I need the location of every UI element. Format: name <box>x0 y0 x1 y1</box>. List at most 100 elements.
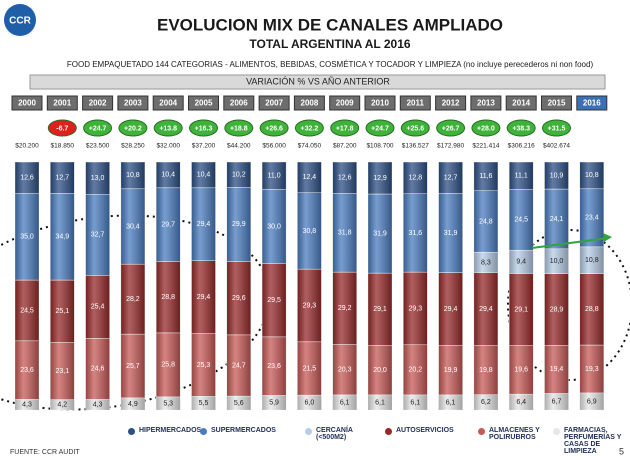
variation-badge <box>400 119 430 137</box>
variation-label: +28.0 <box>477 125 495 132</box>
year-button <box>223 95 255 111</box>
legend-item: FARMACIAS, PERFUMERÍAS Y CASAS DE LIMPIE… <box>553 427 628 455</box>
data-label: 12,7 <box>55 175 69 182</box>
data-label: 4,9 <box>128 401 138 408</box>
legend-item: CERCANÍA (<500M2) <box>305 427 380 441</box>
variation-label: +31.5 <box>548 125 566 132</box>
x-tick-label: 2005 <box>195 99 213 108</box>
x-tick-label: 2015 <box>548 99 566 108</box>
variation-label: +18.8 <box>230 125 248 132</box>
data-label: 20,0 <box>373 367 387 374</box>
data-label: 6,4 <box>516 399 526 406</box>
data-label: 31,9 <box>373 230 387 237</box>
legend-item: HIPERMERCADOS <box>128 427 201 435</box>
year-button <box>293 95 325 111</box>
year-button <box>470 95 502 111</box>
x-tick-label: 2003 <box>124 99 142 108</box>
data-label: 29,4 <box>479 306 493 313</box>
legend-swatch <box>553 428 560 435</box>
legend-item: SUPERMERCADOS <box>200 427 300 435</box>
sales-label: $402.674 <box>543 143 570 150</box>
sales-label: $221.414 <box>472 143 499 150</box>
year-button <box>576 95 608 111</box>
year-button <box>117 95 149 111</box>
sales-label: $56.000 <box>262 143 286 150</box>
x-tick-label: 2000 <box>18 99 36 108</box>
sales-label: $136.527 <box>402 143 429 150</box>
source: FUENTE: CCR AUDIT <box>10 449 80 456</box>
data-label: 20,2 <box>408 367 422 374</box>
data-label: 11,0 <box>268 172 281 179</box>
data-label: 31,8 <box>338 230 352 237</box>
legend-swatch <box>385 428 392 435</box>
x-tick-label: 2008 <box>301 99 319 108</box>
data-label: 10,4 <box>161 172 175 179</box>
data-label: 6,1 <box>446 399 456 406</box>
sales-label: $18.850 <box>51 143 75 150</box>
data-label: 29,9 <box>232 221 246 228</box>
data-label: 19,8 <box>479 367 493 374</box>
trend-arrow <box>531 237 609 249</box>
variation-label: +38.3 <box>512 125 530 132</box>
legend-label: ALMACENES Y POLIRUBROS <box>489 427 540 441</box>
data-label: 6,9 <box>587 398 597 405</box>
data-label: 25,3 <box>197 362 211 369</box>
sales-label: $37.200 <box>192 143 216 150</box>
data-label: 19,4 <box>550 366 564 373</box>
variation-badge <box>330 119 360 137</box>
variation-badge <box>294 119 324 137</box>
variation-label: -6.7 <box>56 125 68 132</box>
data-label: 20,3 <box>338 367 352 374</box>
variation-label: +13.8 <box>159 125 177 132</box>
data-label: 28,8 <box>161 294 175 301</box>
legend-label: FARMACIAS, PERFUMERÍAS Y CASAS DE LIMPIE… <box>564 427 622 455</box>
x-tick-label: 2009 <box>336 99 354 108</box>
data-label: 24,8 <box>479 218 493 225</box>
data-label: 10,2 <box>232 171 246 178</box>
sales-label: $172.980 <box>437 143 464 150</box>
data-label: 12,6 <box>20 174 34 181</box>
data-label: 19,9 <box>444 367 458 374</box>
variation-badge <box>189 119 218 137</box>
data-label: 30,8 <box>303 228 317 235</box>
year-button <box>435 95 467 111</box>
data-label: 19,6 <box>514 367 528 374</box>
data-label: 12,8 <box>408 175 422 182</box>
variation-badge <box>471 119 501 137</box>
data-label: 29,4 <box>197 221 211 228</box>
data-label: 25,8 <box>161 362 175 369</box>
data-label: 5,5 <box>199 400 209 407</box>
x-tick-label: 2007 <box>265 99 283 108</box>
data-label: 28,8 <box>585 306 599 313</box>
logo: CCR <box>9 16 31 27</box>
data-label: 19,3 <box>585 366 599 373</box>
data-label: 31,9 <box>444 230 458 237</box>
variation-label: +26.6 <box>265 125 283 132</box>
data-label: 28,9 <box>550 306 564 313</box>
data-label: 23,6 <box>267 363 281 370</box>
data-label: 24,6 <box>91 366 105 373</box>
data-label: 29,3 <box>303 302 317 309</box>
variation-badge <box>436 119 466 137</box>
data-label: 30,4 <box>126 223 140 230</box>
variation-label: +25.6 <box>406 125 424 132</box>
legend-swatch <box>128 428 135 435</box>
data-label: 10,8 <box>585 172 599 179</box>
data-label: 25,4 <box>91 304 105 311</box>
data-label: 10,0 <box>550 258 564 265</box>
data-label: 30,0 <box>267 223 281 230</box>
data-label: 6,2 <box>481 399 491 406</box>
data-label: 5,3 <box>163 400 173 407</box>
data-label: 6,1 <box>340 399 350 406</box>
data-label: 10,9 <box>550 172 564 179</box>
data-label: 12,9 <box>373 175 387 182</box>
data-label: 32,7 <box>91 232 105 239</box>
chart-subtitle: TOTAL ARGENTINA AL 2016 <box>249 37 410 51</box>
page-number: 5 <box>619 446 624 456</box>
data-label: 10,8 <box>585 257 599 264</box>
data-label: 23,1 <box>55 368 69 375</box>
year-button <box>11 95 43 111</box>
data-label: 21,5 <box>303 365 317 372</box>
legend-item: AUTOSERVICIOS <box>385 427 470 435</box>
